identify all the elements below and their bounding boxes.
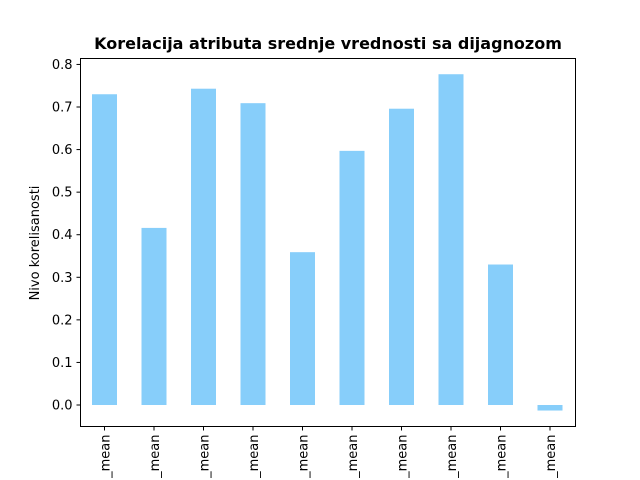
- bar: [438, 74, 464, 405]
- x-axis-ticks: _mean _mean _mean _mean _mean _mean _mean _mean…: [99, 426, 559, 479]
- bar: [339, 150, 365, 405]
- x-tick-label: _mean: [445, 435, 460, 479]
- bar: [290, 252, 315, 405]
- y-tick-label: 0.3: [52, 271, 73, 286]
- bar: [92, 94, 117, 405]
- x-tick-label: _mean: [99, 435, 114, 479]
- x-tick-label: _mean: [544, 435, 559, 479]
- bar: [488, 264, 513, 405]
- x-tick-label: _mean: [495, 435, 510, 479]
- plot-frame: [80, 58, 576, 427]
- x-tick-label: _mean: [148, 435, 163, 479]
- y-tick-label: 0.8: [52, 58, 73, 73]
- bar: [240, 103, 266, 405]
- x-tick-label: _mean: [297, 435, 312, 479]
- x-tick-label: _mean: [346, 435, 361, 479]
- y-tick-label: 0.7: [52, 101, 73, 116]
- y-axis-label: Nivo korelisanosti: [28, 186, 43, 301]
- y-tick-label: 0.6: [52, 143, 73, 158]
- bar: [537, 405, 563, 411]
- y-tick-label: 0.1: [52, 356, 73, 371]
- y-tick-label: 0.4: [52, 228, 73, 243]
- bar: [191, 88, 216, 406]
- bar: [141, 227, 167, 405]
- chart-title: Korelacija atributa srednje vrednosti sa…: [94, 34, 562, 53]
- x-tick-label: _mean: [198, 435, 213, 479]
- y-tick-label: 0.0: [52, 399, 73, 414]
- bar: [389, 108, 414, 405]
- x-tick-label: _mean: [247, 435, 262, 479]
- x-tick-label: _mean: [396, 435, 411, 479]
- y-axis-ticks: 0.0 0.1 0.2 0.3 0.4 0.5 0.6 0.7 0.8: [52, 58, 81, 414]
- bars-group: [92, 74, 563, 411]
- y-tick-label: 0.2: [52, 313, 73, 328]
- y-tick-label: 0.5: [52, 186, 73, 201]
